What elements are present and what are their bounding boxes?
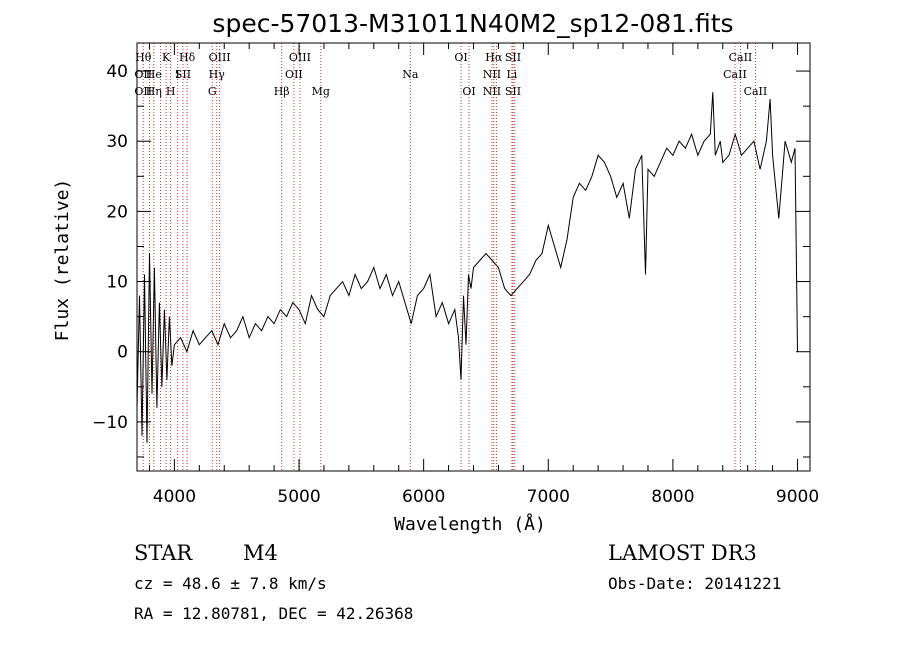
line-label-14-0: OIII: [289, 51, 311, 64]
x-tick-label-5: 9000: [776, 487, 819, 507]
line-label-8-0: Hδ: [179, 51, 196, 64]
line-label-11-0: OIII: [209, 51, 231, 64]
line-label-2-2: Hη: [146, 85, 162, 98]
line-label-18-2: OI: [462, 85, 475, 98]
line-label-4-0: K: [162, 51, 171, 64]
x-tick-label-0: 4000: [153, 487, 196, 507]
line-label-0-0: Hθ: [135, 51, 152, 64]
line-label-12-2: Hβ: [274, 85, 290, 98]
spectrum-line: [136, 92, 798, 443]
y-tick-label-0: −10: [92, 413, 128, 433]
line-label-23-2: SII: [505, 85, 521, 98]
y-tick-label-5: 40: [106, 62, 128, 82]
line-label-16-1: Na: [402, 68, 419, 81]
line-label-17-0: OI: [454, 51, 467, 64]
x-tick-label-2: 6000: [402, 487, 445, 507]
emission-line-markers: [142, 43, 756, 471]
y-tick-label-3: 20: [106, 202, 128, 222]
line-label-13-1: OII: [285, 68, 303, 81]
x-tick-label-1: 5000: [277, 487, 320, 507]
redshift-value: cz = 48.6 ± 7.8 km/s: [134, 574, 327, 593]
obs-date: Obs-Date: 20141221: [608, 574, 782, 593]
x-axis-label: Wavelength (Å): [394, 513, 546, 535]
line-label-23-0: SII: [505, 51, 521, 64]
line-label-5-2: H: [166, 85, 176, 98]
line-label-9-2: G: [208, 85, 217, 98]
plot-frame: [136, 42, 811, 472]
y-tick-label-2: 10: [106, 273, 128, 293]
y-tick-label-4: 30: [106, 132, 128, 152]
line-label-26-0: CaII: [729, 51, 753, 64]
line-label-20-0: Hα: [485, 51, 503, 64]
y-axis-ticks: −10 0 10 20 30 40: [92, 62, 810, 458]
line-label-2-1: He: [146, 68, 162, 81]
line-label-27-2: CaII: [744, 85, 768, 98]
x-tick-label-3: 7000: [527, 487, 570, 507]
coordinates: RA = 12.80781, DEC = 42.26368: [134, 604, 414, 623]
line-label-15-2: Mg: [312, 85, 330, 98]
line-label-19-2: NII: [483, 85, 501, 98]
chart-title: spec-57013-M31011N40M2_sp12-081.fits: [212, 9, 733, 38]
line-label-6-1: I: [175, 68, 179, 81]
y-tick-label-1: 0: [117, 343, 128, 363]
x-axis-ticks: 4000 5000 6000 7000 8000 9000: [148, 43, 819, 507]
line-label-7-1: SII: [175, 68, 191, 81]
x-tick-label-4: 8000: [651, 487, 694, 507]
line-label-22-1: Li: [506, 68, 517, 81]
emission-line-labels: HθOIIOIIHeHηKHISIIHδGHγOIIIHβOIIOIIIMgNa…: [134, 51, 767, 98]
line-label-0-2: OII: [134, 85, 152, 98]
y-axis-label: Flux (relative): [52, 179, 73, 342]
line-label-25-1: CaII: [723, 68, 747, 81]
object-subclass: M4: [243, 541, 278, 565]
object-class: STAR: [134, 541, 193, 565]
line-label-10-1: Hγ: [209, 68, 226, 81]
line-label-19-1: NII: [483, 68, 501, 81]
survey-name: LAMOST DR3: [608, 541, 757, 565]
